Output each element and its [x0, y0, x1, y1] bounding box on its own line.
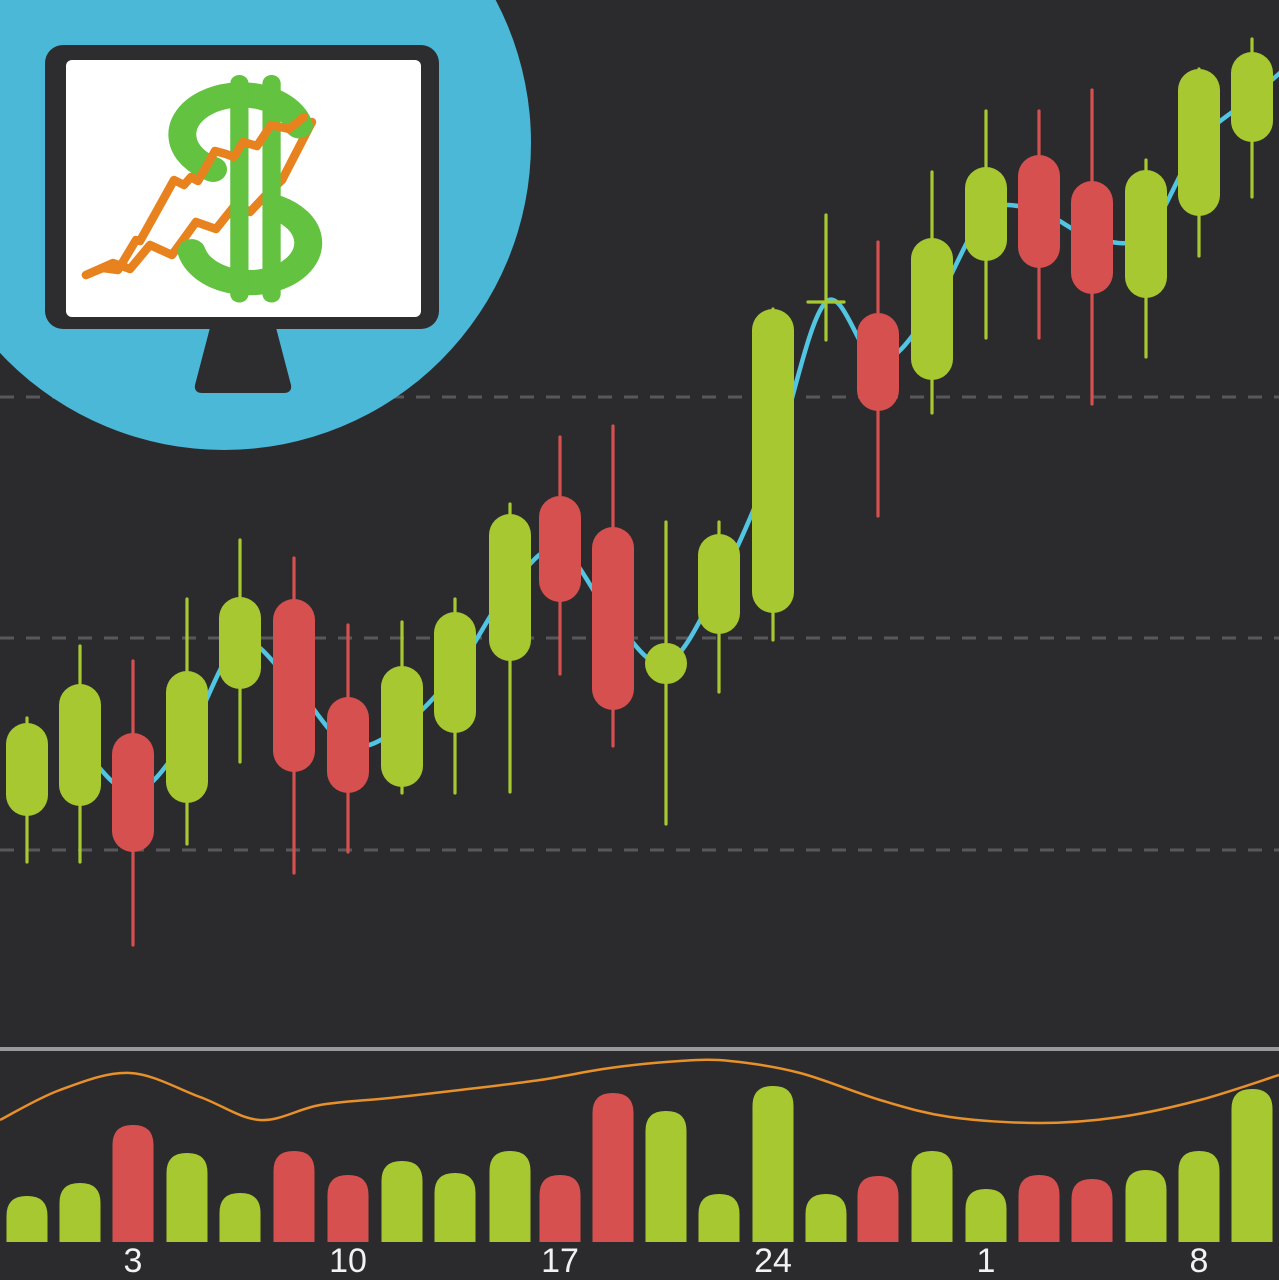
svg-text:24: 24	[754, 1242, 792, 1280]
svg-text:17: 17	[541, 1242, 579, 1280]
svg-text:3: 3	[124, 1242, 143, 1280]
svg-text:10: 10	[329, 1242, 367, 1280]
svg-text:8: 8	[1190, 1242, 1209, 1280]
svg-text:1: 1	[977, 1242, 996, 1280]
